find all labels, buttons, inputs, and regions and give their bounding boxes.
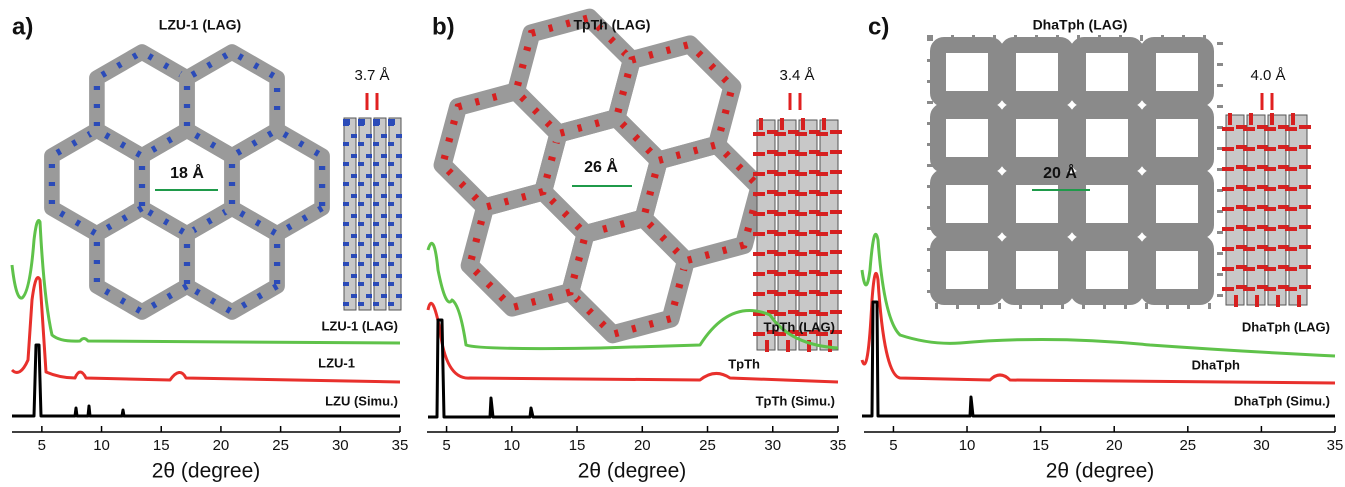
framework xyxy=(1078,111,1136,165)
framework xyxy=(1148,243,1206,297)
stacking-distance: 3.7 Å xyxy=(354,67,389,84)
x-axis-label: 2θ (degree) xyxy=(1046,460,1155,483)
framework xyxy=(1008,45,1066,99)
pore-size: 18 Å xyxy=(170,163,204,182)
x-tick-label: 10 xyxy=(503,437,520,454)
framework xyxy=(1148,111,1206,165)
trace-label: TpTh (Simu.) xyxy=(756,393,835,408)
trace-label: TpTh (LAG) xyxy=(764,319,835,334)
x-tick-label: 35 xyxy=(392,437,409,454)
trace-label: LZU-1 xyxy=(318,355,355,370)
figure: a) LZU-1 (LAG) 18 Å 3.7 Å LZU-1 (LAG) LZ… xyxy=(0,0,1345,487)
trace-label: DhaTph (Simu.) xyxy=(1234,393,1330,408)
x-tick-label: 30 xyxy=(764,437,781,454)
x-tick-label: 10 xyxy=(93,437,110,454)
x-tick-label: 30 xyxy=(332,437,349,454)
x-tick-label: 20 xyxy=(634,437,651,454)
framework xyxy=(232,130,322,234)
x-axis-label: 2θ (degree) xyxy=(152,460,261,483)
x-tick-label: 5 xyxy=(889,437,897,454)
pore-size: 26 Å xyxy=(584,157,618,176)
x-tick-label: 20 xyxy=(1106,437,1123,454)
framework xyxy=(938,177,996,231)
x-tick-label: 5 xyxy=(442,437,450,454)
x-tick-label: 5 xyxy=(38,437,46,454)
framework xyxy=(1078,45,1136,99)
x-tick-label: 15 xyxy=(153,437,170,454)
trace-label: TpTh xyxy=(728,356,760,371)
x-axis-label: 2θ (degree) xyxy=(578,460,687,483)
trace-label: LZU-1 (LAG) xyxy=(321,318,398,333)
x-tick-label: 25 xyxy=(699,437,716,454)
stacking-distance: 3.4 Å xyxy=(779,67,814,84)
x-tick-label: 25 xyxy=(272,437,289,454)
trace-label: LZU (Simu.) xyxy=(325,393,398,408)
x-tick-label: 25 xyxy=(1179,437,1196,454)
stacking-distance: 4.0 Å xyxy=(1250,67,1285,84)
panel-label: a) xyxy=(12,13,33,40)
pore-size: 20 Å xyxy=(1043,163,1077,182)
panel-label: b) xyxy=(432,13,455,40)
x-tick-label: 20 xyxy=(213,437,230,454)
x-tick-label: 35 xyxy=(830,437,847,454)
x-tick-label: 10 xyxy=(959,437,976,454)
x-tick-label: 15 xyxy=(569,437,586,454)
framework xyxy=(1008,111,1066,165)
framework xyxy=(938,243,996,297)
framework xyxy=(97,52,187,156)
framework xyxy=(1008,243,1066,297)
panel-title: TpTh (LAG) xyxy=(574,17,651,33)
framework xyxy=(1148,177,1206,231)
structures xyxy=(52,18,1307,350)
framework xyxy=(1078,243,1136,297)
framework xyxy=(938,45,996,99)
panel-title: DhaTph (LAG) xyxy=(1033,17,1128,33)
x-tick-label: 30 xyxy=(1253,437,1270,454)
panel-label: c) xyxy=(868,13,889,40)
trace-label: DhaTph xyxy=(1192,357,1240,372)
x-tick-label: 35 xyxy=(1327,437,1344,454)
framework xyxy=(1148,45,1206,99)
x-tick-label: 15 xyxy=(1032,437,1049,454)
panel-title: LZU-1 (LAG) xyxy=(159,17,241,33)
trace-label: DhaTph (LAG) xyxy=(1242,319,1330,334)
framework xyxy=(1008,177,1066,231)
framework xyxy=(938,111,996,165)
framework xyxy=(1078,177,1136,231)
